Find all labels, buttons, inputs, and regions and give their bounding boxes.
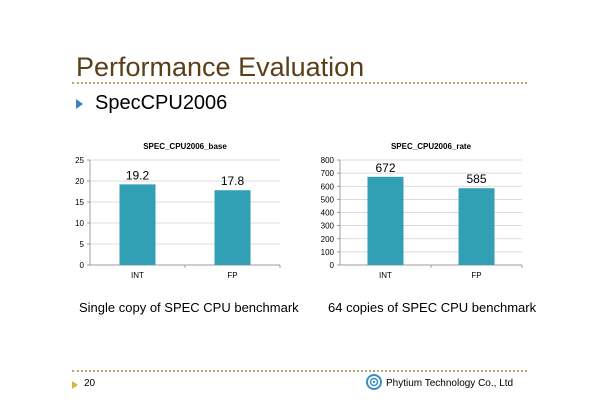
y-tick-label: 25 [75, 156, 84, 165]
bullet-text: SpecCPU2006 [95, 92, 228, 114]
bar-int [367, 176, 404, 265]
y-tick-label: 600 [321, 182, 335, 191]
chart-title: SPEC_CPU2006_rate [391, 142, 472, 151]
page-number: 20 [84, 378, 96, 389]
x-tick-label: INT [379, 271, 392, 280]
company-name: Phytium Technology Co., Ltd [386, 378, 514, 389]
y-tick-label: 400 [321, 209, 335, 218]
y-tick-label: 300 [321, 222, 335, 231]
y-tick-label: 700 [321, 169, 335, 178]
slide-title: Performance Evaluation [76, 52, 365, 82]
chart-spec-base: SPEC_CPU2006_base 0 5 10 15 20 25 19.2 INT 17.8 FP [75, 142, 281, 280]
footer-divider [72, 370, 527, 372]
company-logo-icon [366, 374, 382, 390]
y-tick-label: 0 [330, 261, 335, 270]
y-tick-label: 200 [321, 235, 335, 244]
y-tick-label: 20 [75, 177, 84, 186]
x-tick-label: FP [227, 271, 237, 280]
bar-int [119, 184, 156, 265]
x-tick-label: INT [131, 271, 144, 280]
bar-fp [458, 188, 495, 265]
x-tick-label: FP [471, 271, 481, 280]
y-tick-label: 15 [75, 198, 84, 207]
caption-single-copy: Single copy of SPEC CPU benchmark [79, 300, 299, 315]
data-label: 585 [466, 172, 486, 186]
y-tick-label: 100 [321, 248, 335, 257]
data-label: 672 [375, 161, 395, 175]
y-tick-label: 0 [80, 261, 85, 270]
bullet-arrow-icon [76, 98, 83, 109]
data-label: 19.2 [126, 168, 150, 182]
y-tick-label: 10 [75, 219, 84, 228]
footer-arrow-icon [72, 381, 78, 389]
chart-spec-rate: SPEC_CPU2006_rate 0 100 200 300 400 500 600 700 8… [321, 142, 523, 280]
y-tick-label: 500 [321, 195, 335, 204]
chart-title: SPEC_CPU2006_base [143, 142, 227, 151]
bar-fp [214, 190, 251, 265]
bullet-item: SpecCPU2006 [76, 92, 227, 115]
caption-64-copies: 64 copies of SPEC CPU benchmark [328, 300, 537, 315]
y-tick-label: 800 [321, 156, 335, 165]
title-divider [72, 82, 527, 84]
y-tick-label: 5 [80, 240, 85, 249]
data-label: 17.8 [221, 174, 245, 188]
